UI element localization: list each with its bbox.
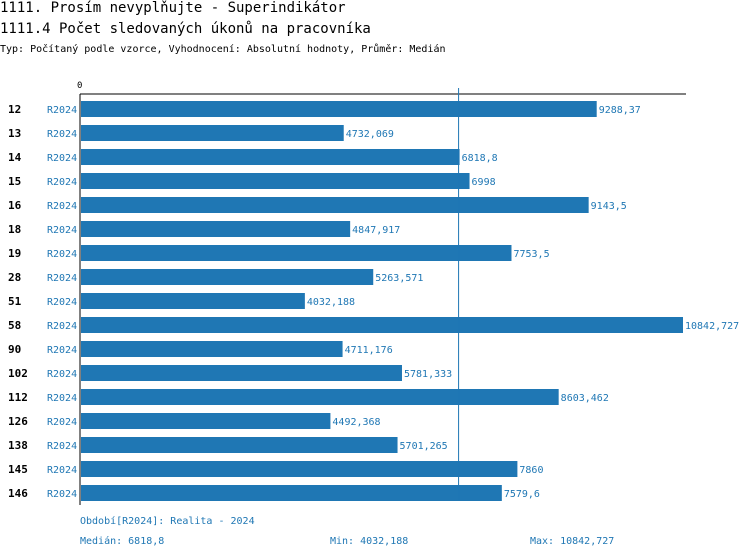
series-label: R2024 xyxy=(47,393,77,404)
bar xyxy=(81,461,518,477)
value-label: 4847,917 xyxy=(352,225,400,236)
value-label: 9288,37 xyxy=(599,105,641,116)
bar xyxy=(81,413,331,429)
bar xyxy=(81,389,559,405)
footer-median: Medián: 6818,8 xyxy=(80,536,165,547)
chart-type-line: Typ: Počítaný podle vzorce, Vyhodnocení:… xyxy=(0,44,446,55)
series-label: R2024 xyxy=(47,297,77,308)
series-label: R2024 xyxy=(47,345,77,356)
category-label: 138 xyxy=(8,439,28,452)
value-label: 4032,188 xyxy=(307,297,355,308)
series-label: R2024 xyxy=(47,177,77,188)
series-label: R2024 xyxy=(47,105,77,116)
series-label: R2024 xyxy=(47,273,77,284)
value-label: 4492,368 xyxy=(332,417,380,428)
series-label: R2024 xyxy=(47,153,77,164)
bar xyxy=(81,197,589,213)
bar xyxy=(81,101,597,117)
category-label: 146 xyxy=(8,487,28,500)
value-label: 7753,5 xyxy=(513,249,549,260)
bar xyxy=(81,365,402,381)
value-label: 6998 xyxy=(472,177,496,188)
series-label: R2024 xyxy=(47,225,77,236)
series-label: R2024 xyxy=(47,489,77,500)
bar xyxy=(81,221,351,237)
series-label: R2024 xyxy=(47,441,77,452)
category-label: 14 xyxy=(8,151,22,164)
category-label: 90 xyxy=(8,343,21,356)
category-label: 12 xyxy=(8,103,21,116)
category-label: 19 xyxy=(8,247,21,260)
bar xyxy=(81,245,512,261)
footer-max: Max: 10842,727 xyxy=(530,536,615,547)
series-label: R2024 xyxy=(47,465,77,476)
bar xyxy=(81,485,502,501)
category-label: 126 xyxy=(8,415,28,428)
value-label: 4732,069 xyxy=(346,129,394,140)
bar xyxy=(81,293,305,309)
series-label: R2024 xyxy=(47,201,77,212)
category-label: 18 xyxy=(8,223,21,236)
chart-title: 1111. Prosím nevyplňujte - Superindikáto… xyxy=(0,0,346,16)
category-label: 13 xyxy=(8,127,21,140)
value-label: 5263,571 xyxy=(375,273,423,284)
category-label: 145 xyxy=(8,463,28,476)
chart-subtitle: 1111.4 Počet sledovaných úkonů na pracov… xyxy=(0,21,371,37)
bar xyxy=(81,149,460,165)
category-label: 16 xyxy=(8,199,22,212)
bar xyxy=(81,125,344,141)
footer-min: Min: 4032,188 xyxy=(330,536,409,547)
category-label: 28 xyxy=(8,271,21,284)
value-label: 5781,333 xyxy=(404,369,452,380)
category-label: 102 xyxy=(8,367,28,380)
series-label: R2024 xyxy=(47,249,77,260)
series-label: R2024 xyxy=(47,369,77,380)
category-label: 58 xyxy=(8,319,21,332)
bar xyxy=(81,173,470,189)
value-label: 5701,265 xyxy=(400,441,448,452)
bar xyxy=(81,341,343,357)
footer-period: Období[R2024]: Realita - 2024 xyxy=(80,516,255,527)
value-label: 7860 xyxy=(519,465,543,476)
bar xyxy=(81,437,398,453)
bar xyxy=(81,317,683,333)
category-label: 15 xyxy=(8,175,21,188)
bar-chart: 0 12 R2024 9288,37 13 R2024 4732,069 14 R2024 681… xyxy=(8,81,739,505)
value-label: 10842,727 xyxy=(685,321,739,332)
value-label: 4711,176 xyxy=(345,345,393,356)
axis-zero-label: 0 xyxy=(77,81,82,91)
series-label: R2024 xyxy=(47,129,77,140)
value-label: 8603,462 xyxy=(561,393,609,404)
category-label: 112 xyxy=(8,391,28,404)
series-label: R2024 xyxy=(47,321,77,332)
value-label: 6818,8 xyxy=(462,153,498,164)
series-label: R2024 xyxy=(47,417,77,428)
value-label: 7579,6 xyxy=(504,489,540,500)
bar xyxy=(81,269,374,285)
value-label: 9143,5 xyxy=(591,201,627,212)
category-label: 51 xyxy=(8,295,22,308)
